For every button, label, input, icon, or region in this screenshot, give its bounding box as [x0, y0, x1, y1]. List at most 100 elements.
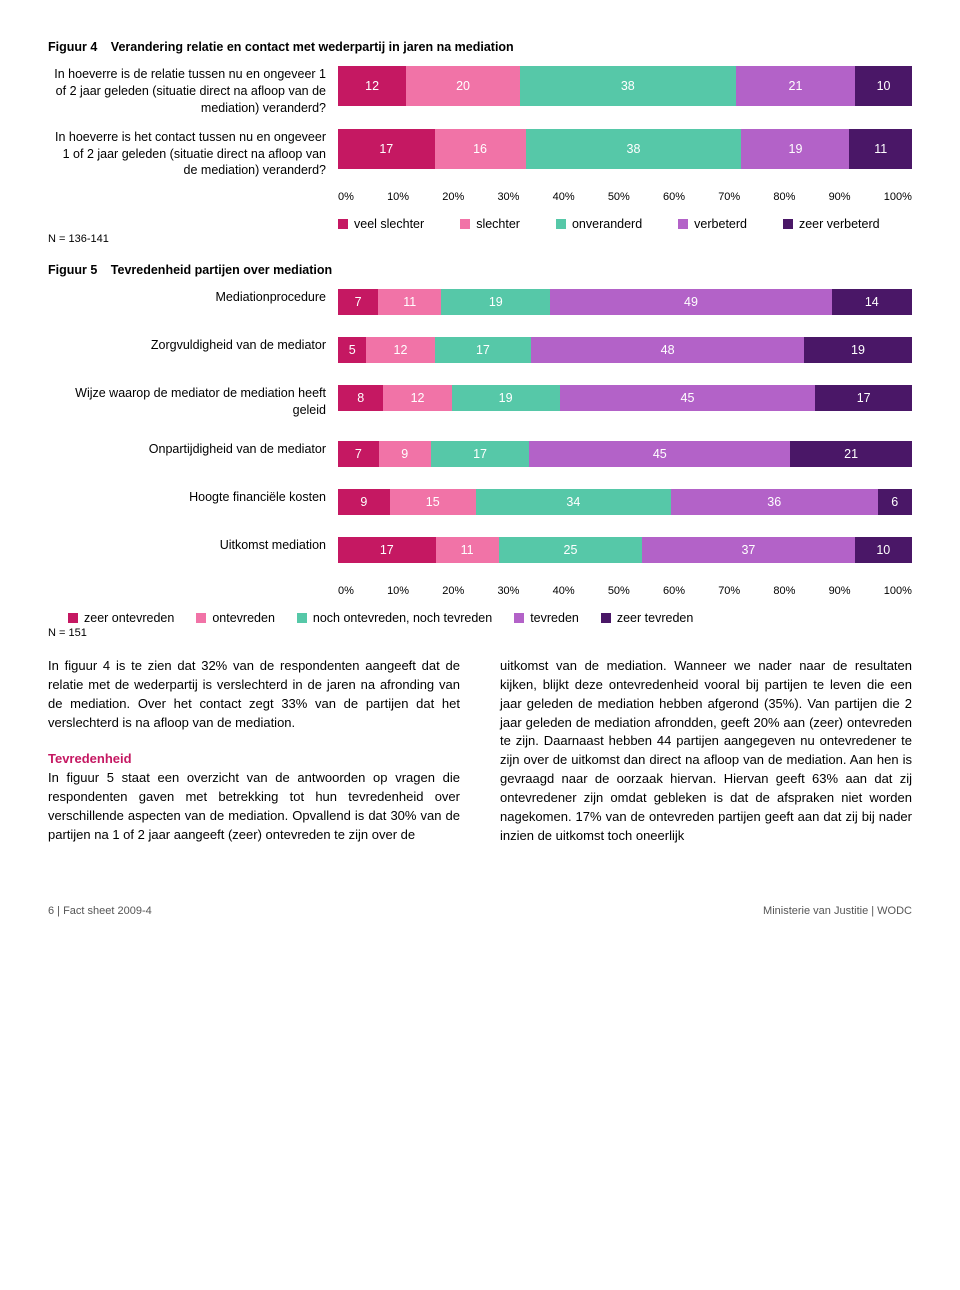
chart-segment: 45 [560, 385, 816, 411]
chart-segment: 19 [452, 385, 560, 411]
chart-row-label: Wijze waarop de mediator de mediation he… [48, 385, 338, 419]
axis-tick: 0% [338, 585, 354, 597]
chart-segment: 10 [855, 66, 912, 106]
legend-label: zeer tevreden [617, 611, 693, 625]
legend-swatch [556, 219, 566, 229]
figure-4-legend: veel slechter slechter onveranderd verbeter… [338, 217, 880, 231]
chart-row: Hoogte financiële kosten91534366 [48, 489, 912, 515]
legend-label: slechter [476, 217, 520, 231]
chart-row: Onpartijdigheid van de mediator79174521 [48, 441, 912, 467]
legend-swatch [338, 219, 348, 229]
chart-segment: 20 [406, 66, 520, 106]
figure-4-title: Figuur 4 Verandering relatie en contact … [48, 40, 912, 54]
axis-tick: 70% [718, 585, 740, 597]
chart-segment: 14 [832, 289, 912, 315]
chart-segment: 37 [642, 537, 854, 563]
body-p3: uitkomst van de mediation. Wanneer we na… [500, 657, 912, 845]
legend-item: zeer verbeterd [783, 217, 880, 231]
legend-swatch [68, 613, 78, 623]
figure-5-chart: Mediationprocedure711194914Zorgvuldighei… [48, 289, 912, 563]
chart-segment: 19 [804, 337, 912, 363]
chart-segment: 21 [736, 66, 855, 106]
axis-tick: 60% [663, 585, 685, 597]
axis-tick: 50% [608, 585, 630, 597]
chart-segment: 8 [338, 385, 383, 411]
chart-row: Uitkomst mediation1711253710 [48, 537, 912, 563]
legend-swatch [460, 219, 470, 229]
axis-tick: 10% [387, 585, 409, 597]
footer-left: 6 | Fact sheet 2009-4 [48, 905, 152, 917]
chart-segment: 12 [366, 337, 434, 363]
figure-5-legend: zeer ontevredenontevredennoch ontevreden… [68, 611, 693, 625]
axis-tick: 40% [553, 191, 575, 203]
figure-4-axis: 0%10%20%30%40%50%60%70%80%90%100% [48, 191, 912, 203]
legend-item: zeer tevreden [601, 611, 693, 625]
body-p2: In figuur 5 staat een overzicht van de a… [48, 769, 460, 844]
legend-swatch [783, 219, 793, 229]
chart-segment: 19 [441, 289, 550, 315]
chart-segment: 19 [741, 129, 849, 169]
chart-segment: 36 [671, 489, 878, 515]
figure-4-number: Figuur 4 [48, 40, 97, 54]
axis-tick: 100% [884, 585, 912, 597]
axis-tick: 20% [442, 585, 464, 597]
chart-segment: 10 [855, 537, 912, 563]
legend-label: zeer verbeterd [799, 217, 880, 231]
legend-swatch [196, 613, 206, 623]
axis-tick: 10% [387, 191, 409, 203]
legend-item: tevreden [514, 611, 579, 625]
chart-row: Zorgvuldigheid van de mediator512174819 [48, 337, 912, 363]
axis-tick: 0% [338, 191, 354, 203]
chart-segment: 11 [436, 537, 499, 563]
legend-label: verbeterd [694, 217, 747, 231]
chart-segment: 7 [338, 289, 378, 315]
legend-item: zeer ontevreden [68, 611, 174, 625]
axis-tick: 40% [553, 585, 575, 597]
legend-item: verbeterd [678, 217, 747, 231]
chart-segment: 9 [379, 441, 431, 467]
legend-swatch [678, 219, 688, 229]
chart-segment: 17 [338, 129, 435, 169]
legend-item: onveranderd [556, 217, 642, 231]
legend-swatch [601, 613, 611, 623]
chart-segment: 17 [338, 537, 436, 563]
legend-item: slechter [460, 217, 520, 231]
chart-segment: 7 [338, 441, 379, 467]
legend-label: ontevreden [212, 611, 275, 625]
legend-label: zeer ontevreden [84, 611, 174, 625]
chart-segment: 5 [338, 337, 366, 363]
chart-segment: 45 [529, 441, 790, 467]
chart-row-label: Hoogte financiële kosten [48, 489, 338, 506]
chart-row-label: Onpartijdigheid van de mediator [48, 441, 338, 458]
legend-swatch [514, 613, 524, 623]
axis-tick: 50% [608, 191, 630, 203]
chart-segment: 11 [378, 289, 441, 315]
chart-segment: 49 [550, 289, 831, 315]
chart-segment: 17 [431, 441, 530, 467]
figure-4-caption: Verandering relatie en contact met weder… [111, 40, 514, 54]
chart-row: Mediationprocedure711194914 [48, 289, 912, 315]
chart-segment: 17 [435, 337, 532, 363]
legend-item: veel slechter [338, 217, 424, 231]
axis-tick: 30% [497, 191, 519, 203]
chart-row-label: Mediationprocedure [48, 289, 338, 306]
chart-segment: 16 [435, 129, 526, 169]
chart-segment: 9 [338, 489, 390, 515]
figure-5-axis: 0%10%20%30%40%50%60%70%80%90%100% [48, 585, 912, 597]
chart-row-label: Zorgvuldigheid van de mediator [48, 337, 338, 354]
chart-segment: 34 [476, 489, 671, 515]
chart-segment: 11 [849, 129, 912, 169]
axis-tick: 20% [442, 191, 464, 203]
axis-tick: 100% [884, 191, 912, 203]
axis-tick: 90% [829, 585, 851, 597]
chart-segment: 6 [878, 489, 912, 515]
section-heading-tevredenheid: Tevredenheid [48, 750, 460, 769]
footer-right: Ministerie van Justitie | WODC [763, 905, 912, 917]
chart-segment: 21 [790, 441, 912, 467]
chart-row-label: Uitkomst mediation [48, 537, 338, 554]
chart-segment: 25 [499, 537, 643, 563]
axis-tick: 60% [663, 191, 685, 203]
figure-4-chart: In hoeverre is de relatie tussen nu en o… [48, 66, 912, 179]
figure-5-caption: Tevredenheid partijen over mediation [111, 263, 332, 277]
body-p1: In figuur 4 is te zien dat 32% van de re… [48, 657, 460, 732]
